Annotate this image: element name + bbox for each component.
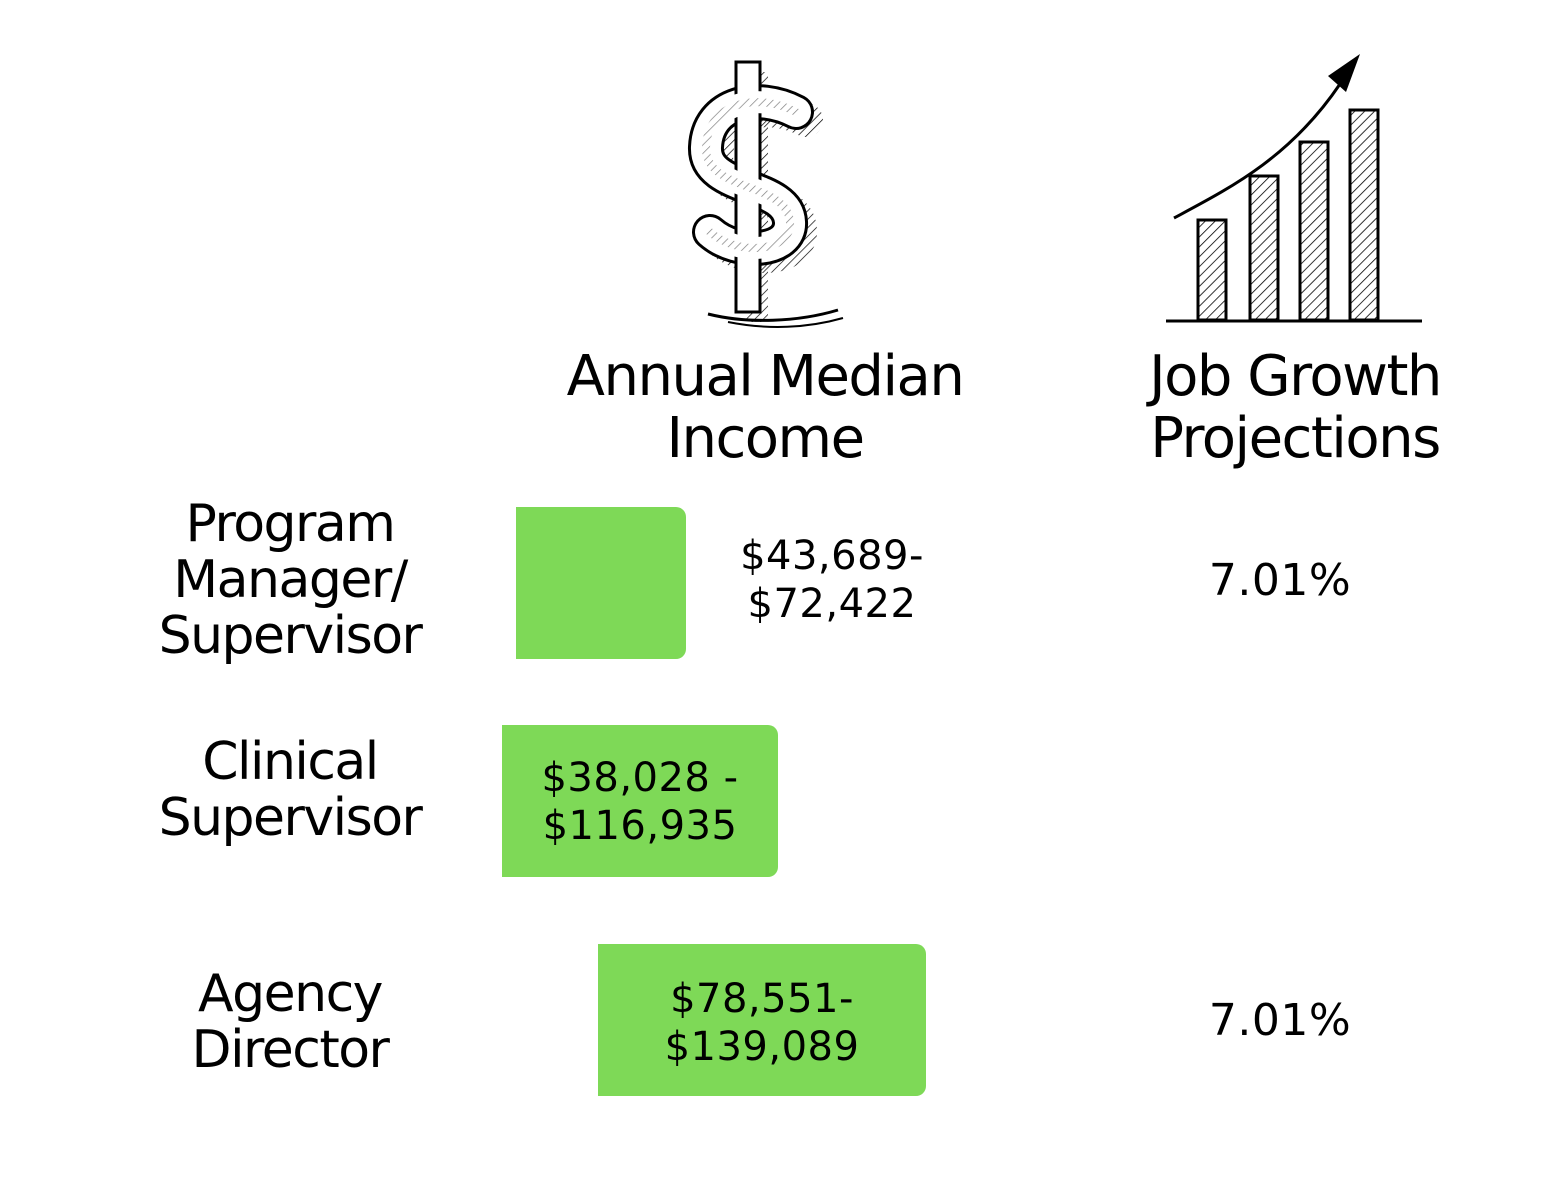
growth-header-line: Job Growth — [1149, 344, 1442, 409]
row-label-line: Supervisor — [158, 788, 423, 848]
growth-column-header: Job Growth Projections — [1120, 346, 1470, 470]
growth-value-agency-director: 7.01% — [1208, 995, 1352, 1046]
row-label-clinical-supervisor: Clinical Supervisor — [130, 734, 450, 846]
growth-header-line: Projections — [1150, 406, 1441, 471]
row-label-line: Director — [191, 1020, 390, 1080]
row-label-line: Program — [185, 494, 396, 554]
income-range-clinical-supervisor: $38,028 - $116,935 — [502, 754, 778, 850]
income-range-line: $43,689- — [740, 533, 924, 579]
row-label-line: Supervisor — [158, 606, 423, 666]
income-range-line: $78,551- — [670, 976, 854, 1022]
income-range-line: $139,089 — [664, 1024, 860, 1070]
income-header-line: Income — [666, 406, 865, 471]
row-label-program-manager: Program Manager/ Supervisor — [130, 496, 450, 664]
income-bar-program-manager — [516, 507, 686, 659]
row-label-agency-director: Agency Director — [130, 966, 450, 1078]
income-range-line: $72,422 — [747, 581, 917, 627]
income-range-agency-director: $78,551- $139,089 — [598, 975, 926, 1071]
income-range-line: $116,935 — [542, 803, 738, 849]
row-label-line: Clinical — [202, 732, 379, 792]
growth-chart-icon — [1160, 48, 1430, 330]
row-label-line: Manager/ — [173, 550, 408, 610]
row-label-line: Agency — [198, 964, 383, 1024]
income-header-line: Annual Median — [566, 344, 965, 409]
dollar-sign-icon — [668, 52, 858, 332]
income-bar-agency-director — [598, 944, 926, 1096]
income-bar-clinical-supervisor — [502, 725, 778, 877]
income-range-program-manager: $43,689- $72,422 — [712, 532, 952, 628]
income-range-line: $38,028 - — [541, 755, 739, 801]
growth-value-program-manager: 7.01% — [1208, 555, 1352, 606]
income-column-header: Annual Median Income — [560, 346, 970, 470]
